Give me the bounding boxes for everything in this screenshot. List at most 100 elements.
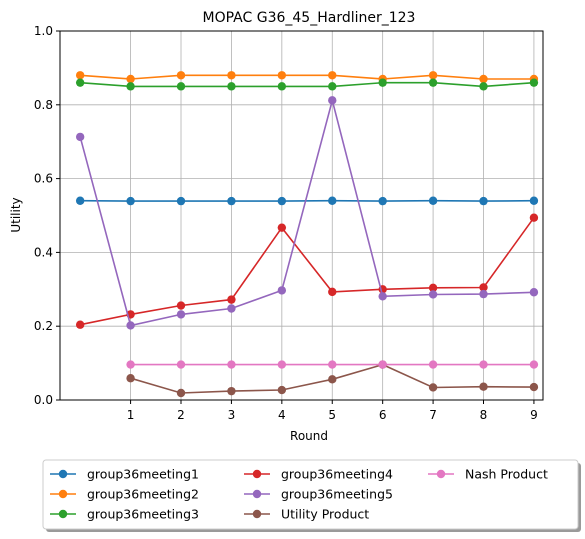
legend-swatch-marker bbox=[253, 510, 261, 518]
data-point bbox=[378, 360, 386, 368]
series-line bbox=[80, 100, 534, 325]
data-point bbox=[227, 197, 235, 205]
y-axis-label: Utility bbox=[9, 197, 23, 232]
data-point bbox=[126, 82, 134, 90]
data-point bbox=[278, 82, 286, 90]
data-point bbox=[479, 75, 487, 83]
legend-label: group36meeting3 bbox=[87, 507, 199, 522]
data-point bbox=[530, 197, 538, 205]
data-point bbox=[378, 197, 386, 205]
legend-swatch-marker bbox=[253, 490, 261, 498]
data-point bbox=[227, 295, 235, 303]
data-point bbox=[126, 321, 134, 329]
data-point bbox=[177, 360, 185, 368]
data-point bbox=[479, 360, 487, 368]
data-point bbox=[278, 360, 286, 368]
data-point bbox=[177, 301, 185, 309]
data-point bbox=[328, 375, 336, 383]
data-point bbox=[429, 383, 437, 391]
legend-label: group36meeting5 bbox=[281, 487, 393, 502]
series-nash-product bbox=[126, 360, 538, 368]
series-line bbox=[80, 83, 534, 87]
data-point bbox=[177, 197, 185, 205]
data-point bbox=[126, 360, 134, 368]
data-point bbox=[530, 360, 538, 368]
x-tick-label: 1 bbox=[127, 408, 135, 422]
data-point bbox=[227, 387, 235, 395]
legend-swatch-marker bbox=[59, 510, 67, 518]
data-point bbox=[227, 82, 235, 90]
series-group36meeting3 bbox=[76, 78, 538, 90]
data-point bbox=[278, 386, 286, 394]
data-point bbox=[177, 310, 185, 318]
y-tick-label: 1.0 bbox=[34, 24, 53, 38]
y-tick-label: 0.4 bbox=[34, 245, 53, 259]
data-point bbox=[76, 321, 84, 329]
data-point bbox=[227, 71, 235, 79]
data-point bbox=[530, 288, 538, 296]
legend-label: Utility Product bbox=[281, 507, 369, 522]
chart-title: MOPAC G36_45_Hardliner_123 bbox=[203, 10, 416, 26]
series-layer bbox=[76, 71, 538, 397]
data-point bbox=[378, 78, 386, 86]
data-point bbox=[429, 360, 437, 368]
x-axis-label: Round bbox=[290, 429, 328, 443]
data-point bbox=[227, 360, 235, 368]
data-point bbox=[76, 71, 84, 79]
data-point bbox=[429, 71, 437, 79]
x-tick-label: 4 bbox=[278, 408, 286, 422]
data-point bbox=[76, 133, 84, 141]
data-point bbox=[227, 304, 235, 312]
legend-swatch-marker bbox=[253, 470, 261, 478]
legend-label: Nash Product bbox=[465, 467, 548, 482]
data-point bbox=[429, 78, 437, 86]
data-point bbox=[76, 197, 84, 205]
data-point bbox=[177, 71, 185, 79]
data-point bbox=[328, 71, 336, 79]
data-point bbox=[429, 290, 437, 298]
x-tick-label: 9 bbox=[530, 408, 538, 422]
y-tick-label: 0.8 bbox=[34, 98, 53, 112]
data-point bbox=[328, 82, 336, 90]
series-line bbox=[80, 75, 534, 79]
data-point bbox=[177, 389, 185, 397]
x-axis: 1 2 3 4 5 6 7 8 9 bbox=[127, 400, 538, 422]
x-tick-label: 6 bbox=[379, 408, 387, 422]
data-point bbox=[76, 78, 84, 86]
data-point bbox=[530, 383, 538, 391]
data-point bbox=[328, 197, 336, 205]
data-point bbox=[328, 360, 336, 368]
x-tick-label: 7 bbox=[429, 408, 437, 422]
data-point bbox=[328, 288, 336, 296]
y-tick-label: 0.0 bbox=[34, 393, 53, 407]
data-point bbox=[278, 286, 286, 294]
legend-label: group36meeting4 bbox=[281, 467, 393, 482]
y-tick-label: 0.2 bbox=[34, 319, 53, 333]
x-tick-label: 2 bbox=[177, 408, 185, 422]
legend-label: group36meeting2 bbox=[87, 487, 199, 502]
series-group36meeting4 bbox=[76, 214, 538, 329]
data-point bbox=[530, 214, 538, 222]
legend-swatch-marker bbox=[437, 470, 445, 478]
data-point bbox=[378, 292, 386, 300]
data-point bbox=[328, 96, 336, 104]
data-point bbox=[126, 374, 134, 382]
data-point bbox=[278, 223, 286, 231]
series-group36meeting2 bbox=[76, 71, 538, 83]
data-point bbox=[429, 197, 437, 205]
data-point bbox=[479, 290, 487, 298]
data-point bbox=[530, 78, 538, 86]
data-point bbox=[177, 82, 185, 90]
data-point bbox=[126, 197, 134, 205]
y-axis: 0.0 0.2 0.4 0.6 0.8 1.0 bbox=[34, 24, 60, 407]
x-tick-label: 8 bbox=[480, 408, 488, 422]
data-point bbox=[126, 75, 134, 83]
x-tick-label: 5 bbox=[328, 408, 336, 422]
x-tick-label: 3 bbox=[228, 408, 236, 422]
legend-swatch-marker bbox=[59, 490, 67, 498]
y-tick-label: 0.6 bbox=[34, 172, 53, 186]
legend: group36meeting1 group36meeting2 group36mee… bbox=[43, 460, 581, 532]
data-point bbox=[278, 197, 286, 205]
data-point bbox=[278, 71, 286, 79]
